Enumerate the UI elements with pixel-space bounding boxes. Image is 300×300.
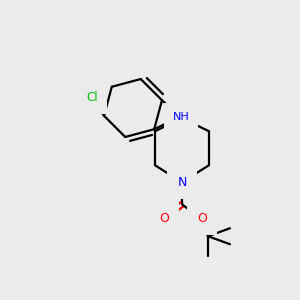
Text: NH: NH: [173, 112, 190, 122]
Text: Cl: Cl: [86, 91, 98, 104]
Text: N: N: [177, 176, 187, 189]
Text: O: O: [197, 212, 207, 225]
Text: O: O: [159, 212, 169, 225]
